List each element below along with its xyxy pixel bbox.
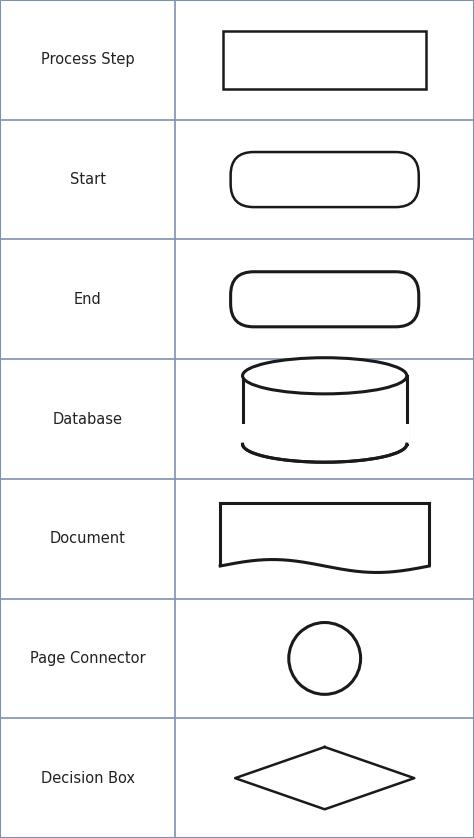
Ellipse shape <box>243 426 407 463</box>
Text: Start: Start <box>70 172 106 187</box>
Ellipse shape <box>243 358 407 394</box>
Text: Process Step: Process Step <box>41 52 135 67</box>
Bar <box>223 31 426 89</box>
Bar <box>241 424 409 444</box>
Text: End: End <box>74 292 101 307</box>
Text: Document: Document <box>50 531 126 546</box>
Text: Page Connector: Page Connector <box>30 651 146 666</box>
Text: Database: Database <box>53 411 123 427</box>
Text: Decision Box: Decision Box <box>41 771 135 786</box>
